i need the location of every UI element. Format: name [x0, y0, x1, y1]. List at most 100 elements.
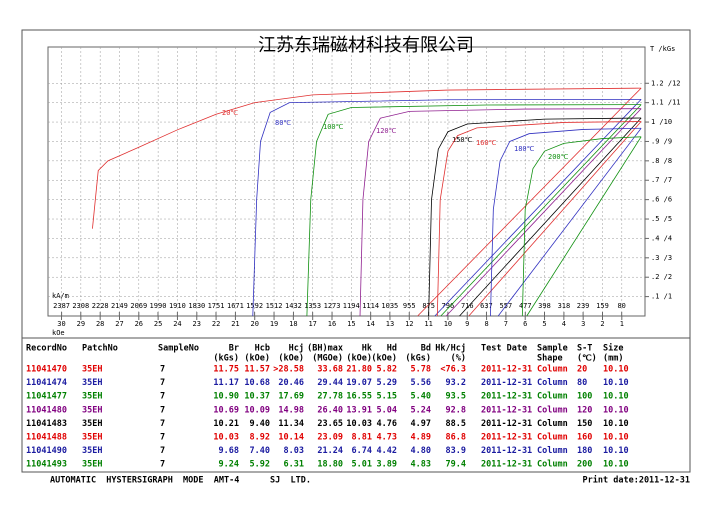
j-curve	[436, 121, 642, 317]
table-cell: 2011-12-31	[481, 446, 532, 456]
table-cell: 10.10	[603, 419, 629, 429]
b-curve	[445, 108, 642, 317]
x-tick-label: 22	[212, 320, 220, 328]
column-header: Sample	[537, 344, 568, 354]
table-cell: 7	[160, 392, 165, 402]
column-header: Br	[229, 344, 239, 354]
table-cell: 10.10	[603, 378, 629, 388]
table-cell: 7	[160, 378, 165, 388]
j-curve	[306, 104, 642, 317]
x2-tick-label: 159	[596, 302, 609, 310]
y-tick-label: 1 /10	[651, 118, 672, 126]
table-cell: 2011-12-31	[481, 378, 532, 388]
x2-tick-label: 1194	[343, 302, 360, 310]
curve-label: 20℃	[222, 109, 238, 117]
table-cell: 18.80	[317, 460, 343, 470]
table-cell: 7.40	[250, 446, 270, 456]
table-cell: 8.81	[352, 433, 372, 443]
column-header: S-T	[577, 344, 592, 354]
table-cell: 2011-12-31	[481, 460, 532, 470]
y-tick-label: .4 /4	[651, 234, 672, 242]
column-header: Bd	[421, 344, 431, 354]
table-cell: 180	[577, 446, 592, 456]
table-cell: 27.78	[317, 392, 343, 402]
table-cell: 19.07	[346, 378, 372, 388]
y-tick-label: .7 /7	[651, 176, 672, 184]
table-cell: 20.46	[278, 378, 304, 388]
table-cell: 21.24	[317, 446, 343, 456]
x2-tick-label: 1751	[208, 302, 225, 310]
table-cell: 35EH	[82, 446, 102, 456]
table-cell: 2011-12-31	[481, 365, 532, 375]
table-cell: 26.40	[317, 405, 343, 415]
column-header: Size	[603, 343, 623, 354]
table-cell: 11041493	[26, 460, 67, 470]
x-tick-label: 8	[484, 320, 488, 328]
y-tick-label: .8 /8	[651, 157, 672, 165]
x2-tick-label: 955	[403, 302, 416, 310]
table-cell: Column	[537, 405, 568, 415]
x2-tick-label: 477	[519, 302, 532, 310]
table-cell: 6.74	[352, 446, 372, 456]
column-header: Hk/Hcj	[435, 343, 466, 354]
j-curve	[359, 108, 642, 317]
table-cell: 35EH	[82, 378, 102, 388]
x-tick-label: 10	[444, 320, 452, 328]
x2-tick-label: 1353	[304, 302, 321, 310]
table-cell: 9.24	[219, 460, 239, 470]
table-cell: 160	[577, 433, 592, 443]
table-cell: 92.8	[446, 405, 466, 415]
table-cell: 79.4	[446, 460, 466, 470]
table-cell: 10.10	[603, 365, 629, 375]
x-tick-label: 26	[135, 320, 143, 328]
table-cell: 10.03	[213, 433, 239, 443]
table-cell: 10.10	[603, 446, 629, 456]
y-tick-label: .5 /5	[651, 215, 672, 223]
table-cell: 8.03	[284, 446, 304, 456]
x-tick-label: 25	[154, 320, 162, 328]
table-cell: <76.3	[440, 365, 466, 375]
table-cell: 10.14	[278, 433, 304, 443]
table-cell: 10.10	[603, 433, 629, 443]
column-unit: (kOe)	[371, 354, 397, 364]
curve-label: 150℃	[452, 136, 473, 144]
table-cell: 7	[160, 433, 165, 443]
table-cell: 11041480	[26, 405, 67, 415]
x-tick-label: 7	[504, 320, 508, 328]
table-cell: 10.90	[213, 392, 239, 402]
x2-tick-label: 1592	[246, 302, 263, 310]
column-header: SampleNo	[158, 344, 199, 354]
table-cell: 200	[577, 460, 592, 470]
table-cell: 7	[160, 405, 165, 415]
x-tick-label: 24	[173, 320, 181, 328]
table-cell: 2011-12-31	[481, 419, 532, 429]
x2-tick-label: 2308	[72, 302, 89, 310]
b-curve	[440, 104, 642, 317]
x-tick-label: 30	[57, 320, 65, 328]
x-tick-label: 16	[328, 320, 336, 328]
column-header: Test Date	[481, 344, 527, 354]
table-cell: 11041488	[26, 433, 67, 443]
table-cell: 33.68	[317, 365, 343, 375]
x2-tick-label: 1432	[285, 302, 302, 310]
column-unit: (kOe)	[278, 354, 304, 364]
table-cell: 23.09	[317, 433, 343, 443]
x2-axis-title: kA/m	[52, 292, 69, 300]
b-curve	[417, 87, 642, 317]
x-tick-label: 14	[366, 320, 374, 328]
table-cell: 2011-12-31	[481, 433, 532, 443]
table-cell: 8.92	[250, 433, 270, 443]
table-cell: 11.75	[213, 365, 239, 375]
table-cell: 10.03	[346, 419, 372, 429]
x2-tick-label: 1910	[169, 302, 186, 310]
j-curve	[521, 136, 642, 317]
table-cell: 120	[577, 405, 592, 415]
curve-label: 180℃	[514, 145, 535, 153]
curve-label: 120℃	[376, 127, 397, 135]
x2-tick-label: 1035	[381, 302, 398, 310]
column-unit: (%)	[451, 354, 466, 364]
b-curve	[526, 136, 642, 317]
table-cell: 11041490	[26, 446, 67, 456]
column-unit: Shape	[537, 354, 563, 364]
x-tick-label: 18	[289, 320, 297, 328]
